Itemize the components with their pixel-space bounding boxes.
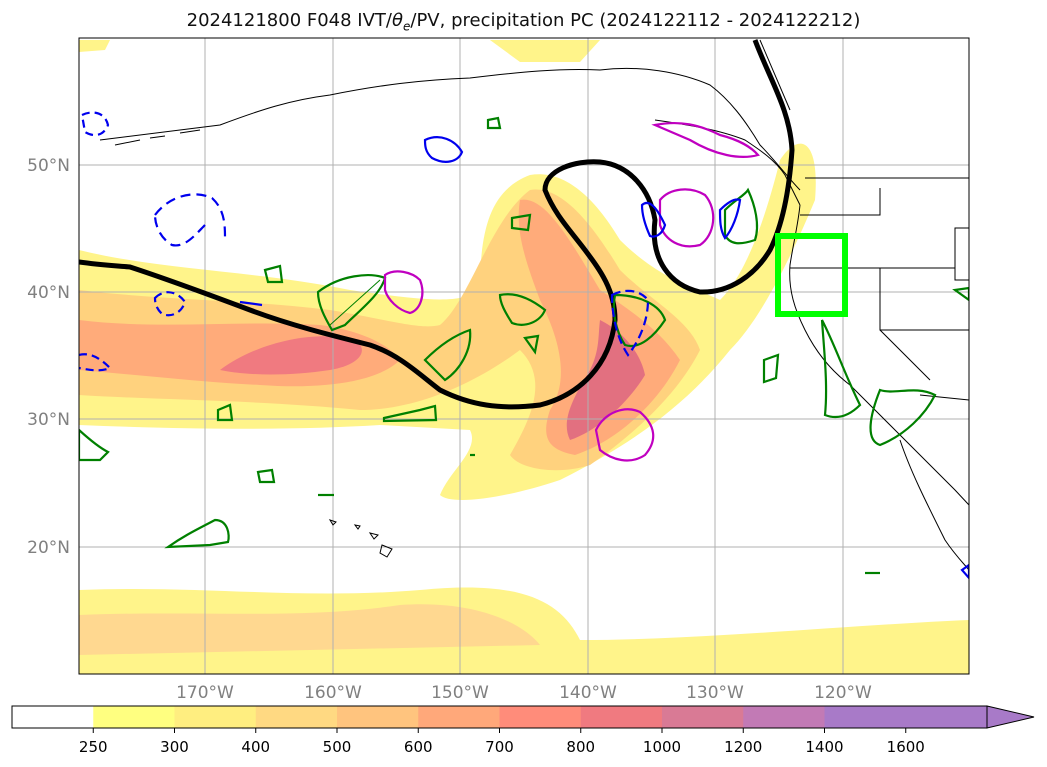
ivt-top-strip: [79, 40, 600, 62]
blue-contour: [423, 136, 464, 163]
colorbar-tick-label: 1000: [643, 738, 681, 756]
colorbar-tick-label: 700: [485, 738, 514, 756]
blue-contour: [239, 300, 263, 307]
colorbar: 250 300 400 500 600 700 800 1000 1200 1400 1600: [11, 705, 1035, 756]
colorbar-segment: [174, 706, 257, 728]
pv-contour: [869, 388, 937, 447]
blue-contours: [79, 111, 969, 580]
colorbar-segment: [824, 706, 907, 728]
pv-contour: [498, 293, 547, 326]
lon-label: 140°W: [559, 683, 617, 703]
baja-california: [899, 439, 969, 571]
colorbar-segment: [662, 706, 744, 728]
pv-contour: [820, 319, 862, 419]
colorbar-tick-label: 500: [323, 738, 352, 756]
ivt-shading: [79, 40, 969, 674]
lat-label: 20°N: [27, 538, 70, 558]
pv-contour: [329, 279, 381, 326]
pv-contour: [510, 213, 532, 232]
colorbar-ticks: 250 300 400 500 600 700 800 1000 1200 1400 1600: [79, 728, 925, 756]
theta-e-contour: [79, 39, 795, 410]
colorbar-segment: [337, 706, 419, 728]
magenta-contour: [658, 188, 715, 248]
colorbar-segment: [12, 706, 94, 728]
colorbar-tick-label: 400: [241, 738, 270, 756]
pv-contour: [216, 403, 234, 422]
alaska-coast: [99, 67, 801, 191]
lon-label: 150°W: [431, 683, 489, 703]
colorbar-segment: [499, 706, 582, 728]
pv-contour: [486, 116, 502, 130]
colorbar-tick-label: 300: [160, 738, 189, 756]
lon-label: 130°W: [686, 683, 744, 703]
magenta-contours: [383, 121, 760, 462]
colorbar-tick-label: 600: [404, 738, 433, 756]
aleutians: [114, 129, 201, 146]
lat-label: 40°N: [27, 283, 70, 303]
magenta-contour: [651, 121, 760, 158]
magenta-contour: [594, 408, 655, 462]
lon-label: 160°W: [304, 683, 362, 703]
colorbar-tick-label: 250: [79, 738, 108, 756]
blue-contour: [960, 563, 969, 580]
colorbar-segment: [905, 706, 988, 728]
pv-contour: [316, 274, 387, 332]
blue-contour-dashed: [79, 353, 112, 372]
map-area: [79, 38, 969, 674]
pv-contour: [523, 334, 540, 355]
colorbar-extend-arrow: [986, 705, 1035, 729]
pv-contour: [762, 353, 780, 384]
wa-or-border: [800, 188, 881, 216]
lon-label: 170°W: [176, 683, 234, 703]
pv-contours: [79, 116, 969, 575]
pv-contour: [79, 428, 110, 462]
ivt-peak-north: [220, 336, 362, 375]
colorbar-segment: [580, 706, 663, 728]
colorbar-tick-label: 800: [566, 738, 595, 756]
lat-labels: 50°N 40°N 30°N 20°N: [27, 156, 70, 558]
pv-contour: [256, 468, 276, 484]
map-title: 2024121800 F048 IVT/θe/PV, precipitation…: [186, 10, 861, 34]
blue-contour-dashed: [153, 193, 227, 247]
blue-contour-dashed: [80, 111, 110, 137]
colorbar-segment: [93, 706, 175, 728]
lon-labels: 170°W 160°W 150°W 140°W 130°W 120°W: [176, 683, 872, 703]
colorbar-segment: [255, 706, 338, 728]
pv-contour: [612, 293, 667, 348]
pv-contour: [263, 264, 284, 284]
mexico-border: [919, 394, 969, 401]
map-frame: [78, 37, 970, 675]
pv-contour: [952, 286, 969, 302]
pv-contour: [164, 518, 230, 549]
ivt-band-mid-south: [79, 604, 540, 655]
lat-label: 30°N: [27, 410, 70, 430]
lon-label: 120°W: [814, 683, 872, 703]
pv-contour: [423, 328, 472, 382]
colorbar-tick-label: 1200: [724, 738, 762, 756]
pv-contour: [723, 187, 759, 245]
blue-contour: [640, 201, 667, 238]
colorbar-tick-label: 1600: [887, 738, 925, 756]
us-west-coast: [789, 204, 969, 506]
blue-contour-dashed: [153, 291, 187, 317]
alaska-canada-border: [759, 39, 791, 111]
colorbar-segments: [12, 706, 988, 728]
magenta-contour: [383, 270, 424, 315]
focus-region-box: [775, 233, 848, 317]
blue-contour-dashed: [610, 289, 650, 357]
colorbar-segment: [743, 706, 825, 728]
ca-nv-border: [879, 268, 931, 381]
hawaii: [328, 519, 393, 558]
colorbar-tick-label: 1400: [805, 738, 843, 756]
colorbar-segment: [418, 706, 500, 728]
pv-contour: [382, 404, 438, 423]
blue-contour: [718, 198, 742, 240]
lat-label: 50°N: [27, 156, 70, 176]
interior-border: [954, 227, 969, 281]
